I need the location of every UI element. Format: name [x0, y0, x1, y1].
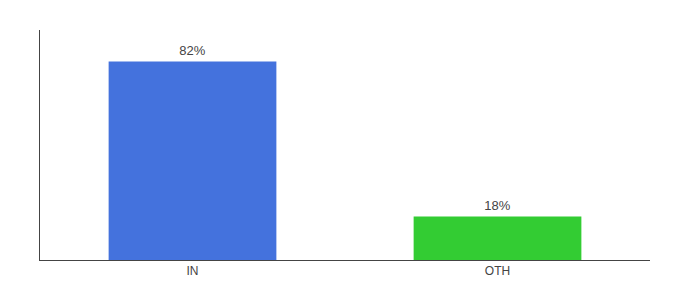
svg-text:82%: 82% — [179, 43, 205, 58]
svg-text:18%: 18% — [484, 198, 510, 213]
svg-text:IN: IN — [187, 264, 199, 278]
svg-text:OTH: OTH — [485, 264, 510, 278]
